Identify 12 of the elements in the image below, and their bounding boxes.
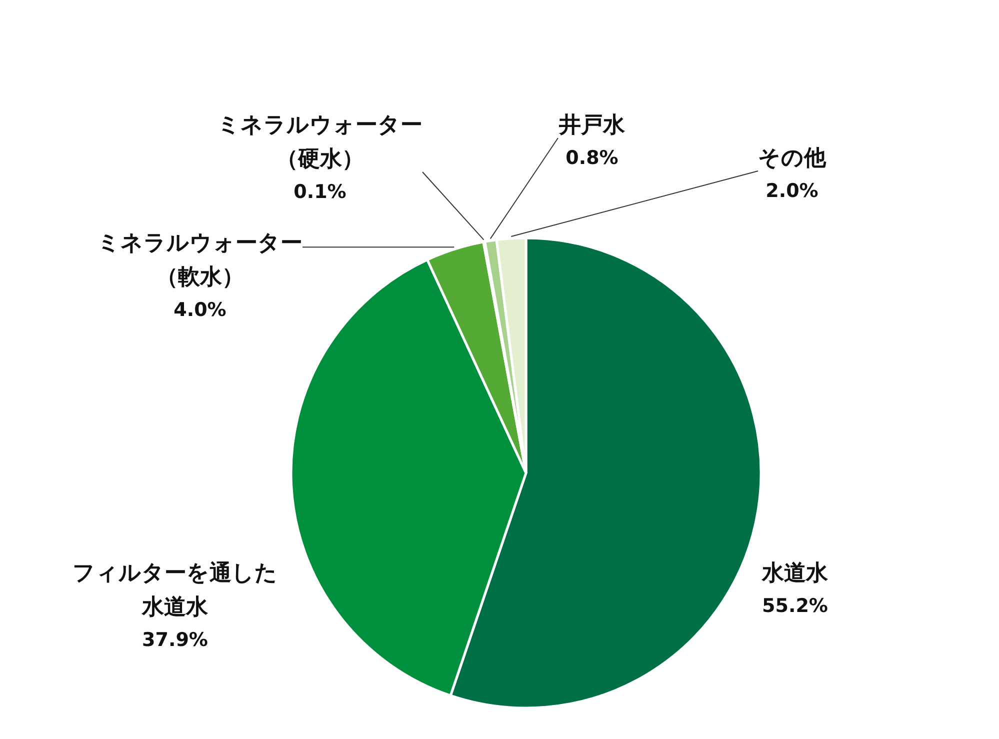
- slice-label: 井戸水: [558, 113, 626, 138]
- slice-label: その他: [758, 146, 827, 171]
- data-label: 0.1%: [294, 181, 346, 203]
- slice-label: フィルターを通した水道水: [72, 561, 278, 620]
- data-label: 2.0%: [766, 180, 818, 202]
- slice-label: ミネラルウォーター（硬水）: [218, 113, 422, 172]
- data-label: 37.9%: [142, 629, 208, 651]
- slice-label: ミネラルウォーター（軟水）: [98, 231, 302, 290]
- data-label: 0.8%: [566, 147, 618, 169]
- data-label: 4.0%: [174, 299, 226, 321]
- slice-label: 水道水: [761, 561, 829, 586]
- data-label: 55.2%: [762, 595, 828, 617]
